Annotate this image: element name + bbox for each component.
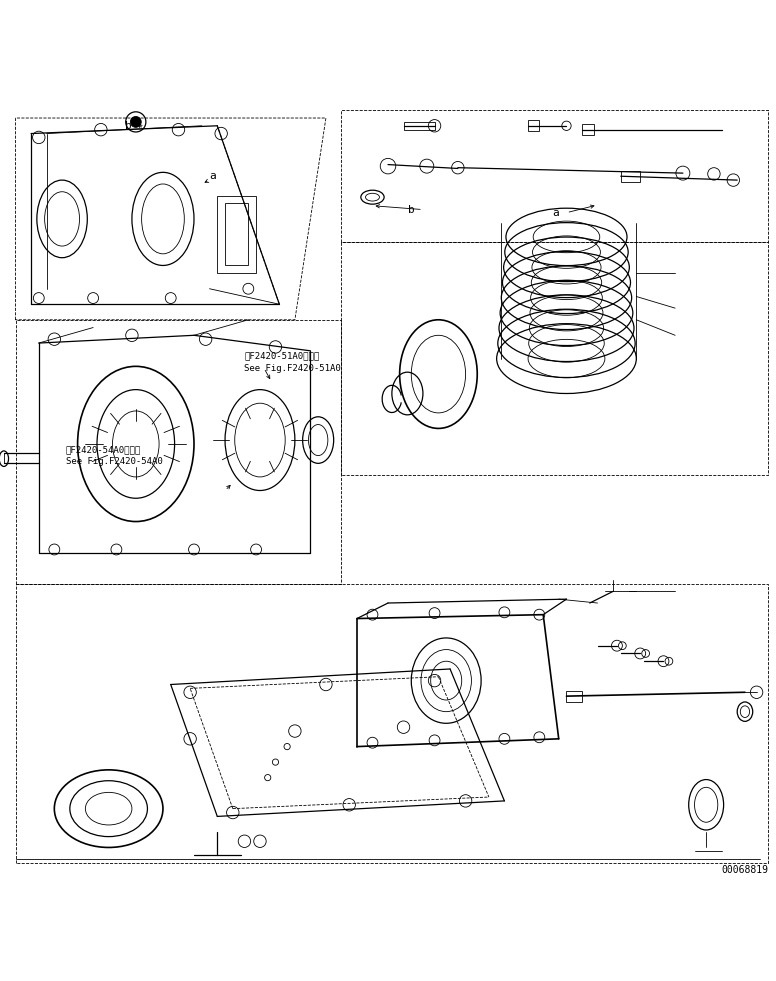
Bar xyxy=(566,691,582,701)
Text: 第F2420-51A0図参照
See Fig.F2420-51A0: 第F2420-51A0図参照 See Fig.F2420-51A0 xyxy=(244,352,341,373)
Text: b: b xyxy=(408,205,415,215)
Text: 00068819: 00068819 xyxy=(721,864,768,875)
Text: b: b xyxy=(125,121,131,130)
Bar xyxy=(404,122,435,129)
Bar xyxy=(217,195,256,274)
Bar xyxy=(225,203,248,266)
Bar xyxy=(528,121,539,131)
Text: a: a xyxy=(210,172,217,181)
Text: a: a xyxy=(552,208,559,218)
Bar xyxy=(582,125,594,135)
Text: 第F2420-54A0図参照
See Fig.F2420-54A0: 第F2420-54A0図参照 See Fig.F2420-54A0 xyxy=(66,444,163,466)
Bar xyxy=(621,171,640,181)
Circle shape xyxy=(130,117,141,128)
